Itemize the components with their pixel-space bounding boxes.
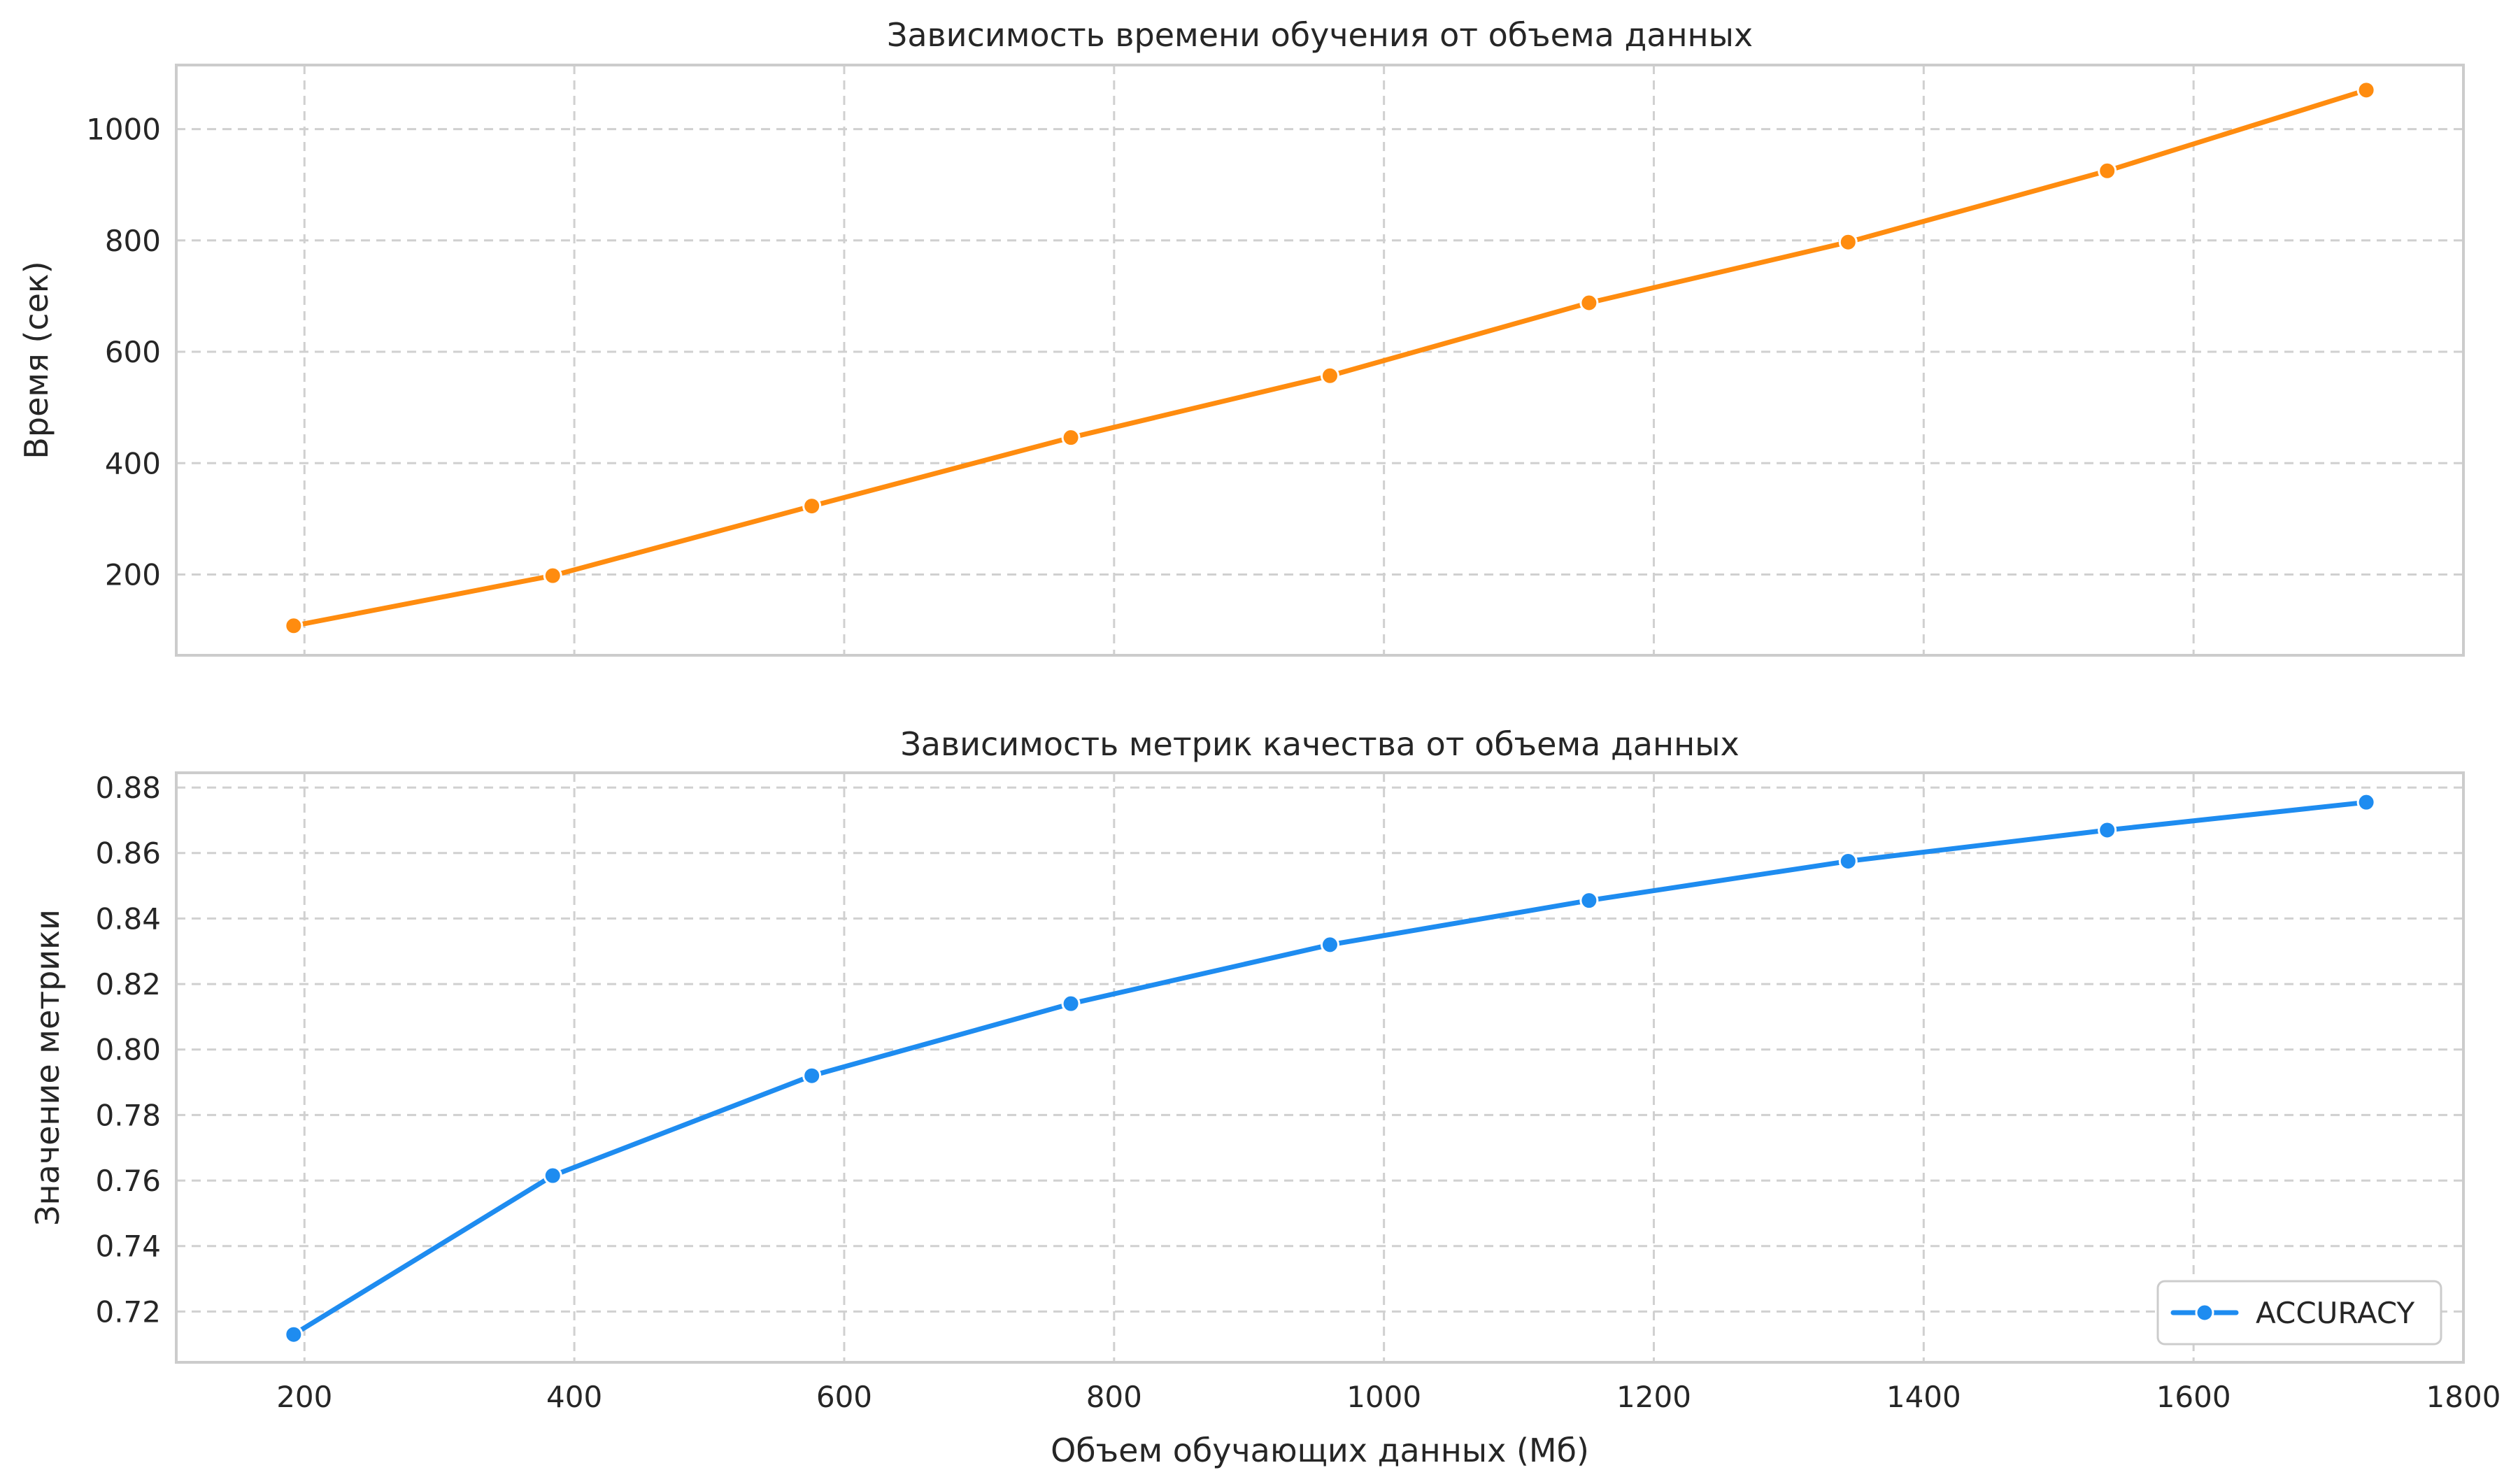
x-tick-label: 800 xyxy=(1086,1380,1142,1414)
y-tick-label: 0.80 xyxy=(95,1033,161,1067)
legend-swatch-marker xyxy=(2195,1303,2214,1322)
x-tick-label: 1600 xyxy=(2156,1380,2231,1414)
x-tick-label: 400 xyxy=(546,1380,602,1414)
y-tick-label: 200 xyxy=(105,558,161,592)
chart-title: Зависимость времени обучения от объема д… xyxy=(887,16,1753,54)
axes-frame xyxy=(175,771,2465,1364)
y-tick-label: 800 xyxy=(105,224,161,258)
data-point xyxy=(802,1066,822,1085)
legend: ACCURACY xyxy=(2156,1280,2442,1346)
data-point xyxy=(2356,80,2376,100)
grid-lines xyxy=(176,773,2465,1362)
data-point xyxy=(1320,366,1339,385)
data-point xyxy=(2098,820,2117,840)
y-tick-label: 0.84 xyxy=(95,901,161,936)
tick-labels: 200 400 600 800 1000 1200 1400 1600 1800 0.72 0.74… xyxy=(95,771,2501,1414)
plot-area-border xyxy=(175,64,2465,657)
time-chart-panel: 200 400 600 800 1000 Зависимость времени обу… xyxy=(17,16,2465,657)
data-point xyxy=(1320,935,1339,955)
y-tick-label: 400 xyxy=(105,446,161,480)
data-point xyxy=(1838,851,1858,871)
y-tick-label: 0.88 xyxy=(95,771,161,805)
y-tick-label: 600 xyxy=(105,335,161,369)
data-point xyxy=(2356,792,2376,812)
legend-box xyxy=(2156,1280,2442,1346)
y-tick-label: 0.82 xyxy=(95,967,161,1001)
data-point xyxy=(284,616,304,636)
x-axis-label: Объем обучающих данных (Мб) xyxy=(1051,1432,1589,1469)
data-point xyxy=(1579,891,1599,911)
metric-chart-panel: 200 400 600 800 1000 1200 1400 1600 1800 0.72 0.74… xyxy=(29,725,2501,1469)
y-tick-label: 0.86 xyxy=(95,836,161,871)
series-layer xyxy=(284,80,2376,636)
axes-frame xyxy=(175,64,2465,657)
x-tick-label: 1000 xyxy=(1346,1380,1421,1414)
y-axis-label: Время (сек) xyxy=(17,261,55,459)
x-tick-label: 1200 xyxy=(1616,1380,1691,1414)
data-point xyxy=(284,1325,304,1344)
y-axis-label: Значение метрики xyxy=(29,909,66,1226)
data-point xyxy=(802,497,822,516)
y-tick-label: 1000 xyxy=(86,113,161,147)
plot-area-border xyxy=(175,771,2465,1364)
series-layer xyxy=(284,792,2376,1344)
x-tick-label: 200 xyxy=(276,1380,332,1414)
data-point xyxy=(2098,161,2117,180)
x-tick-label: 600 xyxy=(816,1380,872,1414)
x-tick-label: 1400 xyxy=(1886,1380,1961,1414)
data-point xyxy=(1061,994,1081,1013)
data-point xyxy=(1838,232,1858,252)
data-point xyxy=(543,1166,562,1185)
y-tick-label: 0.76 xyxy=(95,1164,161,1198)
tick-labels: 200 400 600 800 1000 xyxy=(86,113,161,592)
legend-label: ACCURACY xyxy=(2256,1296,2414,1330)
y-tick-label: 0.74 xyxy=(95,1229,161,1264)
data-point xyxy=(1061,428,1081,448)
chart-title: Зависимость метрик качества от объема да… xyxy=(900,725,1739,763)
y-tick-label: 0.78 xyxy=(95,1098,161,1132)
y-tick-label: 0.72 xyxy=(95,1294,161,1329)
x-tick-label: 1800 xyxy=(2426,1380,2501,1414)
data-point xyxy=(1579,293,1599,313)
data-point xyxy=(543,566,562,585)
